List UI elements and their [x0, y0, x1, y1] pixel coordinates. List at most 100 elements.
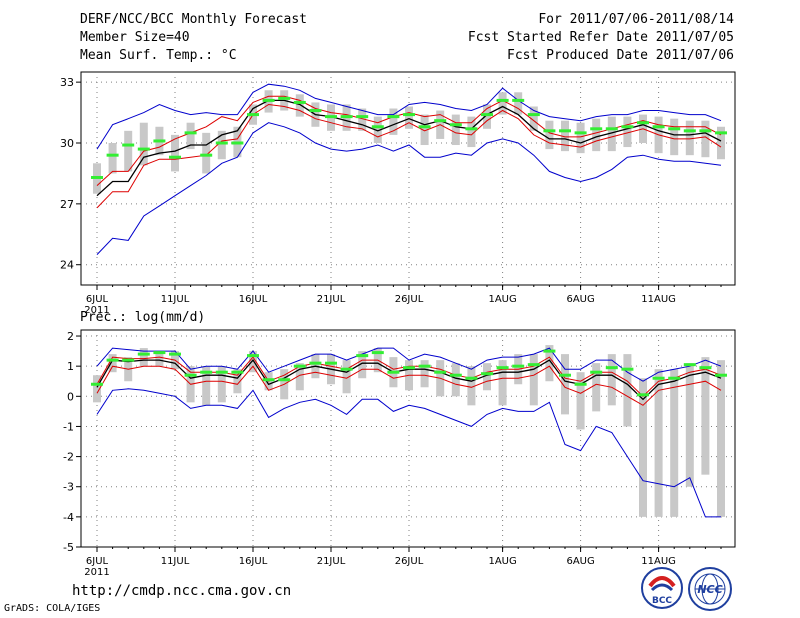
spread-box [607, 354, 616, 406]
spread-box [670, 118, 679, 156]
x-tick-label: 1AUG [488, 294, 516, 305]
plot-frame [80, 71, 736, 286]
y-tick-label: 30 [60, 137, 74, 150]
x-tick-label: 16JUL [239, 294, 268, 305]
spread-box [561, 120, 569, 152]
series-line-min [96, 122, 722, 255]
spread-box [202, 366, 211, 406]
bcc-logo-icon: BCC [641, 567, 683, 609]
forecast-period: For 2011/07/06-2011/08/14 [538, 12, 734, 27]
y-tick-label: -5 [63, 541, 74, 554]
spread-box [592, 118, 601, 152]
year-label: 2011 [84, 305, 109, 316]
y-tick-label: 2 [67, 330, 74, 343]
spread-box [654, 369, 663, 517]
y-tick-label: 33 [60, 76, 74, 89]
spread-box [124, 130, 133, 172]
spread-box [373, 116, 382, 143]
member-size: Member Size=40 [80, 30, 190, 45]
spread-box [685, 120, 694, 156]
series-line-min [96, 388, 721, 518]
spread-box [249, 351, 257, 373]
spread-box [139, 122, 148, 166]
x-tick-label: 16JUL [239, 556, 268, 567]
x-tick-label: 11JUL [161, 294, 190, 305]
forecast-start-date: Fcst Started Refer Date 2011/07/05 [467, 30, 734, 45]
x-tick-label: 26JUL [395, 294, 424, 305]
spread-box [529, 354, 538, 406]
spread-box [483, 104, 491, 129]
spread-box [420, 114, 429, 146]
spread-box [498, 360, 507, 406]
x-tick-label: 11AUG [641, 556, 676, 567]
y-tick-label: -3 [63, 481, 74, 494]
spread-box [155, 351, 164, 367]
spread-box [139, 348, 148, 367]
spread-box [623, 354, 632, 427]
spread-box [701, 120, 710, 158]
ncc-logo-icon: NCC [688, 567, 732, 611]
y-tick-label: -4 [63, 511, 74, 524]
spread-box [545, 345, 554, 382]
spread-box [108, 354, 117, 373]
spread-box [233, 369, 242, 394]
spread-box [623, 116, 632, 148]
chart-title: DERF/NCC/BCC Monthly Forecast [80, 12, 307, 27]
y-tick-label: 24 [60, 259, 74, 272]
forecast-produced-date: Fcst Produced Date 2011/07/06 [507, 48, 734, 63]
spread-box [295, 363, 304, 391]
spread-box [576, 372, 585, 430]
spread-box [93, 375, 101, 403]
year-label: 2011 [84, 567, 109, 578]
series-line-max [96, 347, 722, 382]
spread-box [451, 363, 460, 397]
x-tick-label: 11AUG [641, 294, 676, 305]
temp-variable-label: Mean Surf. Temp.: °C [80, 48, 237, 63]
series-line-max [96, 83, 722, 150]
spread-box [295, 94, 304, 117]
spread-box [545, 120, 554, 150]
x-tick-label: 21JUL [317, 556, 346, 567]
spread-box [685, 363, 694, 487]
spread-box [514, 92, 523, 115]
plot-frame [80, 329, 736, 548]
spread-box [576, 122, 585, 154]
spread-box [389, 108, 398, 135]
spread-box [701, 357, 710, 475]
spread-box [186, 122, 195, 150]
spread-box [358, 108, 367, 131]
x-tick-label: 1AUG [488, 556, 516, 567]
spread-box [467, 116, 476, 148]
series-line-mean [96, 359, 722, 401]
ncc-logo-text: NCC [697, 583, 722, 596]
x-tick-label: 6AUG [566, 294, 594, 305]
bcc-logo-text: BCC [652, 596, 672, 606]
spread-box [561, 354, 569, 415]
spread-box [639, 378, 647, 517]
x-tick-label: 21JUL [317, 294, 346, 305]
x-tick-label: 11JUL [161, 556, 190, 567]
spread-box [217, 366, 226, 403]
temperature-panel: 24 27 30 33 6JUL 11JUL 16JUL 21JUL 26JUL 1AUG 6AUG… [60, 71, 736, 316]
x-tick-label: 6AUG [566, 556, 594, 567]
source-url[interactable]: http://cmdp.ncc.cma.gov.cn [72, 583, 292, 599]
y-tick-label: -2 [63, 451, 74, 464]
spread-box [592, 363, 601, 412]
spread-box [717, 126, 725, 160]
spread-box [717, 360, 725, 517]
spread-box [498, 92, 507, 115]
spread-box [108, 143, 117, 174]
x-tick-label: 6JUL [86, 294, 109, 305]
x-tick-label: 6JUL [86, 556, 109, 567]
spread-box [420, 360, 429, 388]
spread-box [217, 130, 226, 160]
spread-box [467, 366, 476, 406]
prec-variable-label: Prec.: log(mm/d) [80, 310, 206, 325]
spread-box [529, 106, 538, 131]
series-line-lower [96, 365, 722, 406]
spread-box [670, 369, 679, 517]
y-tick-label: 27 [60, 198, 74, 211]
spread-box [202, 132, 211, 174]
y-tick-label: 1 [67, 360, 74, 373]
